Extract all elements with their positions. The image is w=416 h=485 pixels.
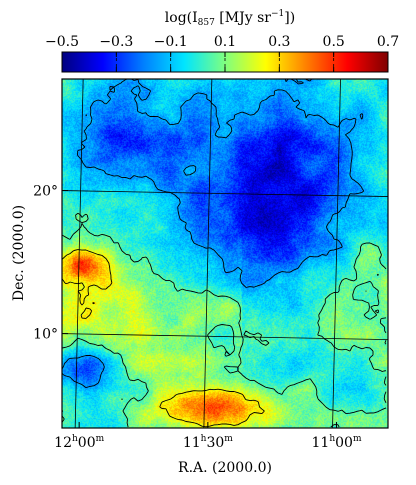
colorbar-tick-label-6: 0.7 (377, 34, 399, 50)
ra-tick-label-2: 11h00m (312, 434, 362, 451)
contour-level-2 (62, 249, 265, 428)
colorbar-label: log(I857 [MJy sr−1]) (165, 9, 295, 28)
map-frame (61, 78, 389, 429)
ra-ticks: 12h00m 11h30m 11h00m (54, 422, 362, 451)
colorbar-tick-label-2: −0.1 (154, 34, 188, 50)
ra-tick-label-1: 11h30m (183, 434, 233, 451)
coordinate-grid (62, 79, 388, 428)
colorbar-tick-label-3: 0.1 (214, 34, 236, 50)
dec-tick-label-0: 10° (33, 327, 58, 343)
x-axis-label: R.A. (2000.0) (178, 460, 272, 476)
ra-tick-label-0: 12h00m (54, 434, 104, 451)
colorbar-tick-label-1: −0.3 (99, 34, 133, 50)
grid-line-0 (74, 79, 84, 428)
colorbar-ticks: −0.5 −0.3 −0.1 0.1 0.3 0.5 0.7 (45, 34, 399, 72)
y-axis-label: Dec. (2000.0) (11, 205, 27, 301)
contour-level-0 (62, 79, 365, 389)
intensity-map (62, 79, 388, 428)
colorbar-tick-label-4: 0.3 (268, 34, 290, 50)
contour-level-1 (62, 212, 387, 428)
contour-lines (62, 79, 387, 428)
grid-line-2 (332, 79, 341, 428)
grid-line-3 (62, 333, 388, 340)
colorbar-tick-label-0: −0.5 (45, 34, 79, 50)
dec-ticks: 10° 20° (33, 184, 68, 343)
dec-tick-label-1: 20° (33, 184, 58, 200)
colorbar-tick-label-5: 0.5 (323, 34, 345, 50)
grid-line-4 (62, 190, 388, 197)
grid-line-1 (203, 79, 213, 428)
